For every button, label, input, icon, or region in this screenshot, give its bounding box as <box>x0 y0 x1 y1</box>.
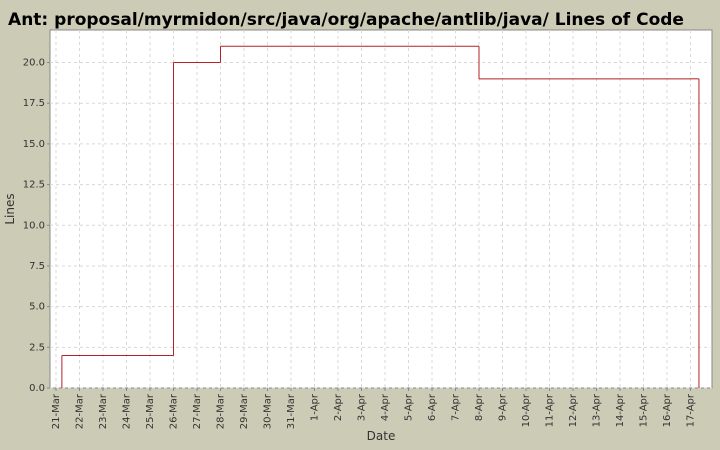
x-tick-label: 17-Apr <box>686 393 697 427</box>
x-tick-label: 6-Apr <box>427 393 438 421</box>
y-tick-label: 10.0 <box>23 220 45 231</box>
x-tick-label: 2-Apr <box>333 393 344 421</box>
y-tick-label: 17.5 <box>23 98 45 109</box>
y-tick-label: 15.0 <box>23 139 45 150</box>
x-tick-label: 31-Mar <box>286 393 297 429</box>
x-axis-label: Date <box>367 429 396 443</box>
x-tick-label: 1-Apr <box>310 393 321 421</box>
x-tick-label: 9-Apr <box>498 393 509 421</box>
x-tick-label: 11-Apr <box>545 393 556 427</box>
x-tick-label: 26-Mar <box>169 393 180 429</box>
x-tick-label: 14-Apr <box>615 393 626 427</box>
y-tick-label: 5.0 <box>29 302 45 313</box>
x-tick-label: 15-Apr <box>639 393 650 427</box>
x-tick-label: 4-Apr <box>380 393 391 421</box>
x-tick-label: 22-Mar <box>75 393 86 429</box>
y-tick-label: 20.0 <box>23 58 45 69</box>
x-tick-label: 27-Mar <box>192 393 203 429</box>
x-tick-label: 7-Apr <box>451 393 462 421</box>
y-tick-label: 2.5 <box>29 342 45 353</box>
x-tick-label: 23-Mar <box>98 393 109 429</box>
x-tick-label: 30-Mar <box>263 393 274 429</box>
y-axis-label: Lines <box>3 193 17 224</box>
y-tick-label: 12.5 <box>23 180 45 191</box>
y-tick-label: 0.0 <box>29 383 45 394</box>
x-tick-label: 21-Mar <box>51 393 62 429</box>
x-tick-label: 16-Apr <box>662 393 673 427</box>
x-tick-label: 29-Mar <box>239 393 250 429</box>
y-tick-label: 7.5 <box>29 261 45 272</box>
x-tick-label: 5-Apr <box>404 393 415 421</box>
x-tick-label: 25-Mar <box>145 393 156 429</box>
x-tick-label: 10-Apr <box>521 393 532 427</box>
x-tick-label: 8-Apr <box>474 393 485 421</box>
x-tick-label: 28-Mar <box>216 393 227 429</box>
x-tick-label: 3-Apr <box>357 393 368 421</box>
x-tick-label: 12-Apr <box>568 393 579 427</box>
chart-title: Ant: proposal/myrmidon/src/java/org/apac… <box>8 10 684 30</box>
x-tick-label: 24-Mar <box>122 393 133 429</box>
plot-area <box>49 29 713 389</box>
x-tick-label: 13-Apr <box>592 393 603 427</box>
